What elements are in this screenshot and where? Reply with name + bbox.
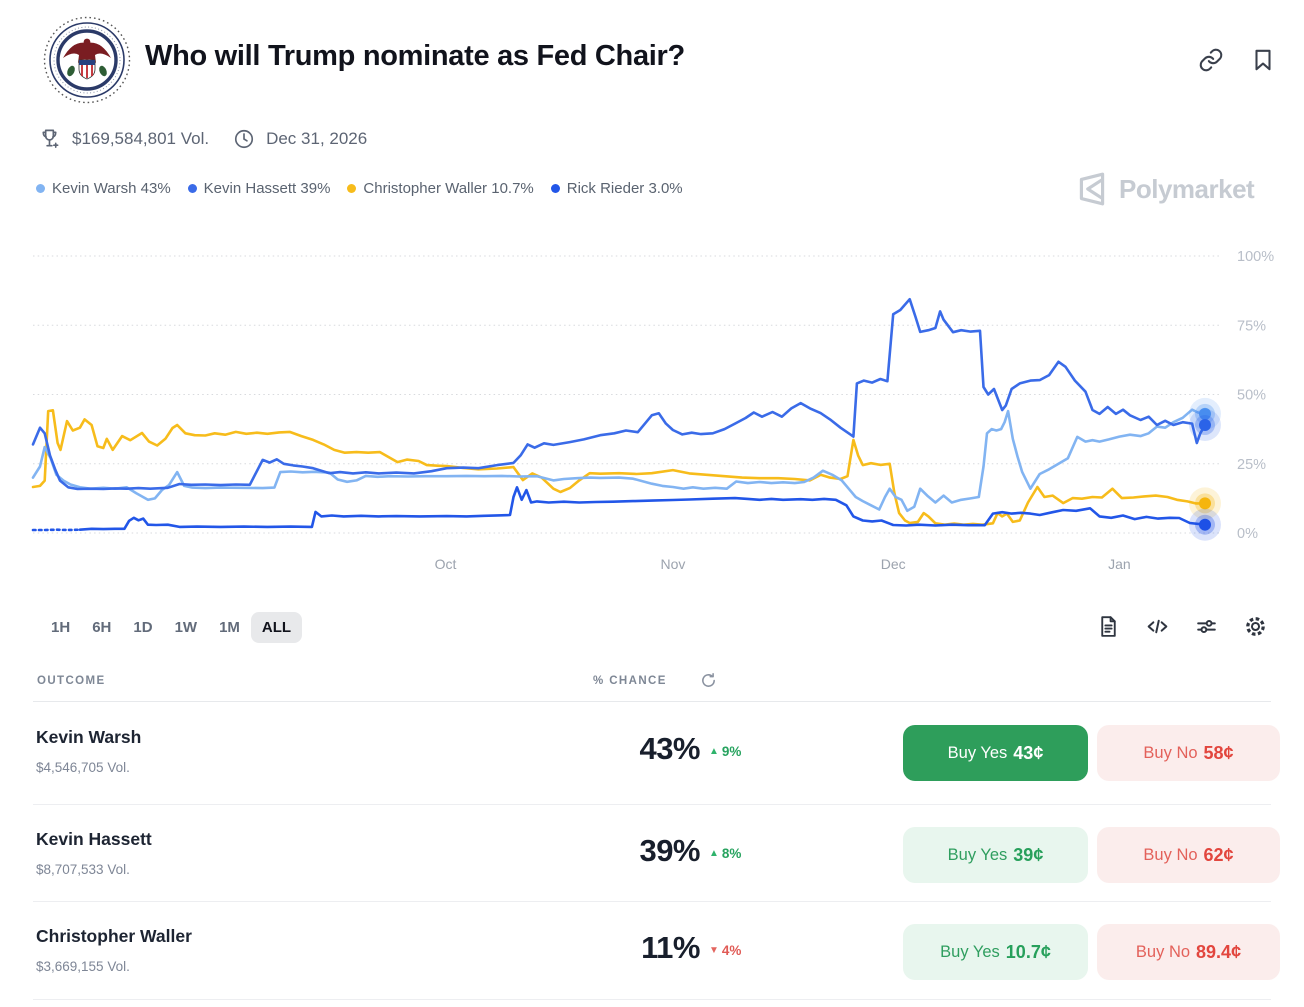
outcome-volume: $3,669,155 Vol. <box>36 959 130 974</box>
outcome-row-kevin-hassett: Kevin Hassett $8,707,533 Vol. 39% ▲ 8% Bu… <box>0 805 1304 902</box>
polymarket-wordmark: Polymarket <box>1119 173 1255 204</box>
polymarket-watermark: Polymarket <box>1074 171 1255 207</box>
outcome-volume: $4,546,705 Vol. <box>36 760 130 775</box>
svg-text:75%: 75% <box>1237 318 1266 334</box>
legend-label: Kevin Warsh 43% <box>52 180 171 197</box>
legend-dot-icon <box>36 184 45 193</box>
outcome-volume: $8,707,533 Vol. <box>36 862 130 877</box>
outcome-name: Kevin Hassett <box>36 829 152 849</box>
chance-value: 39% <box>639 833 700 868</box>
delta-arrow-icon: ▼ <box>709 945 719 956</box>
svg-text:0%: 0% <box>1237 526 1258 542</box>
legend-dot-icon <box>550 184 560 193</box>
rules-document-icon[interactable] <box>1096 614 1121 639</box>
outcome-name: Kevin Warsh <box>36 727 142 747</box>
chart-toolbar <box>1096 614 1268 639</box>
range-1h[interactable]: 1H <box>51 618 71 636</box>
outcome-row-kevin-warsh: Kevin Warsh $4,546,705 Vol. 43% ▲ 9% Buy … <box>0 703 1304 805</box>
column-chance: % CHANCE <box>593 675 667 687</box>
svg-text:Jan: Jan <box>1108 556 1131 572</box>
buy-no-button[interactable]: Buy No 89.4¢ <box>1097 924 1280 980</box>
divider <box>33 701 1271 702</box>
total-volume: $169,584,801 Vol. <box>72 129 210 148</box>
svg-text:Nov: Nov <box>660 556 685 572</box>
price-history-chart[interactable]: 100% 75% 50% 25% 0% Oct Nov Dec Jan <box>0 230 1304 590</box>
svg-text:25%: 25% <box>1237 457 1266 473</box>
chart-settings-sliders-icon[interactable] <box>1194 614 1219 639</box>
svg-text:50%: 50% <box>1237 388 1266 404</box>
svg-text:Oct: Oct <box>435 556 457 572</box>
time-range-selector: 1H 6H 1D 1W 1M ALL <box>40 610 303 644</box>
gear-icon[interactable] <box>1243 614 1268 639</box>
volume-trophy-icon <box>38 127 61 151</box>
svg-text:100%: 100% <box>1237 249 1274 265</box>
polymarket-logo-icon <box>1079 172 1105 206</box>
chart-legend: Kevin Warsh 43% Kevin Hassett 39% Christ… <box>36 180 683 197</box>
outcomes-table-header: OUTCOME % CHANCE <box>0 672 1304 702</box>
market-stats: $169,584,801 Vol. Dec 31, 2026 <box>38 126 367 152</box>
legend-item-kevin-warsh: Kevin Warsh 43% <box>36 180 171 197</box>
bookmark-icon[interactable] <box>1250 47 1276 73</box>
legend-label: Rick Rieder 3.0% <box>566 180 683 197</box>
range-1d[interactable]: 1D <box>133 618 153 636</box>
delta-arrow-icon: ▲ <box>709 848 719 859</box>
divider <box>33 901 1271 902</box>
outcome-name: Christopher Waller <box>36 926 192 946</box>
chance-value: 43% <box>639 731 700 766</box>
legend-dot-icon <box>347 184 357 193</box>
end-date: Dec 31, 2026 <box>266 129 368 148</box>
legend-item-rick-rieder: Rick Rieder 3.0% <box>550 180 683 197</box>
divider <box>33 999 1271 1000</box>
buy-yes-button[interactable]: Buy Yes 39¢ <box>903 827 1088 883</box>
range-all[interactable]: ALL <box>250 611 303 643</box>
legend-dot-icon <box>187 184 197 193</box>
buy-no-button[interactable]: Buy No 62¢ <box>1097 827 1280 883</box>
buy-no-button[interactable]: Buy No 58¢ <box>1097 725 1280 781</box>
federal-reserve-seal-logo <box>43 16 131 104</box>
buy-yes-button[interactable]: Buy Yes 10.7¢ <box>903 924 1088 980</box>
copy-link-icon[interactable] <box>1198 47 1224 73</box>
chance-delta: ▲ 9% <box>709 744 742 759</box>
chance-value: 11% <box>641 930 700 965</box>
range-1m[interactable]: 1M <box>219 618 240 636</box>
chance-delta: ▲ 8% <box>709 846 742 861</box>
legend-item-kevin-hassett: Kevin Hassett 39% <box>187 180 331 197</box>
svg-text:Dec: Dec <box>881 556 906 572</box>
legend-item-christopher-waller: Christopher Waller 10.7% <box>347 180 534 197</box>
delta-arrow-icon: ▲ <box>709 746 719 757</box>
range-1w[interactable]: 1W <box>174 618 198 636</box>
refresh-icon[interactable] <box>700 672 717 689</box>
page-title: Who will Trump nominate as Fed Chair? <box>145 40 685 72</box>
embed-code-icon[interactable] <box>1145 614 1170 639</box>
buy-yes-button[interactable]: Buy Yes 43¢ <box>903 725 1088 781</box>
range-6h[interactable]: 6H <box>92 618 112 636</box>
legend-label: Christopher Waller 10.7% <box>363 180 534 197</box>
outcome-row-christopher-waller: Christopher Waller $3,669,155 Vol. 11% ▼… <box>0 902 1304 1000</box>
end-date-clock-icon <box>233 128 255 150</box>
divider <box>33 804 1271 805</box>
legend-label: Kevin Hassett 39% <box>203 180 331 197</box>
column-outcome: OUTCOME <box>37 675 106 687</box>
chance-delta: ▼ 4% <box>709 943 742 958</box>
